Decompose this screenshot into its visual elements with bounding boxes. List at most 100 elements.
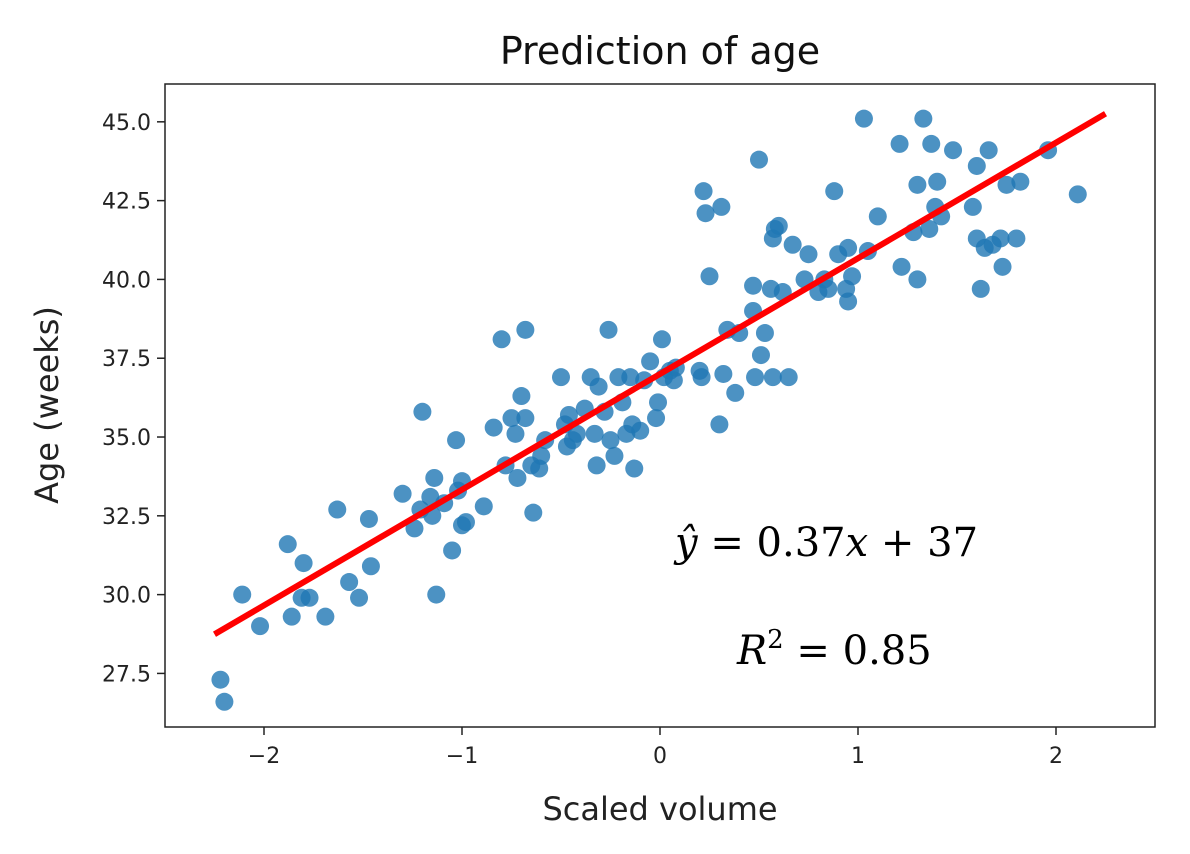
x-tick-label: 1 [851, 744, 865, 769]
y-axis-label: Age (weeks) [28, 306, 66, 504]
data-point [991, 229, 1010, 248]
data-point [361, 557, 380, 576]
data-point [492, 330, 511, 349]
data-point [649, 393, 668, 412]
data-point [908, 270, 927, 289]
x-tick-label: −1 [446, 744, 478, 769]
data-point [484, 418, 503, 437]
data-point [647, 409, 666, 428]
data-point [928, 172, 947, 191]
data-point [819, 279, 838, 298]
data-point [599, 320, 618, 339]
data-point [993, 257, 1012, 276]
data-point [839, 238, 858, 257]
data-point [516, 409, 535, 428]
data-point [524, 503, 543, 522]
data-point [714, 364, 733, 383]
data-point [278, 535, 297, 554]
data-point [233, 585, 252, 604]
data-point [908, 175, 927, 194]
data-point [799, 245, 818, 264]
data-point [621, 368, 640, 387]
equation-intercept: + 37 [868, 520, 978, 566]
y-axis-ticks: 27.5 30.0 32.5 35.0 37.5 40.0 42.5 45.0 [102, 111, 165, 687]
data-point [726, 383, 745, 402]
y-tick-label: 35.0 [102, 426, 151, 451]
data-point [300, 588, 319, 607]
data-point [413, 402, 432, 421]
data-point [601, 431, 620, 450]
data-point [506, 424, 525, 443]
data-point [769, 216, 788, 235]
x-tick-label: 2 [1049, 744, 1063, 769]
data-point [825, 182, 844, 201]
x-axis-ticks: −2 −1 0 1 2 [248, 727, 1063, 769]
data-point [750, 150, 768, 169]
y-tick-label: 27.5 [102, 662, 151, 687]
data-point [508, 468, 527, 487]
data-point [350, 588, 369, 607]
data-point [443, 541, 462, 560]
y-tick-label: 37.5 [102, 347, 151, 372]
data-point [589, 377, 608, 396]
data-point [251, 617, 270, 636]
data-point [1011, 172, 1030, 191]
data-point [559, 405, 578, 424]
data-point [890, 134, 909, 153]
data-point [922, 134, 941, 153]
y-tick-label: 30.0 [102, 584, 151, 609]
data-point [532, 446, 551, 465]
data-point [215, 692, 234, 711]
data-point [652, 330, 671, 349]
data-point [625, 459, 644, 478]
data-point [1068, 185, 1087, 204]
data-point [211, 670, 230, 689]
data-point [328, 500, 347, 519]
data-point [746, 368, 765, 387]
data-point [316, 607, 335, 626]
data-point [979, 141, 998, 160]
data-point [963, 197, 982, 216]
data-point [755, 324, 774, 343]
data-point [854, 109, 873, 128]
data-point [712, 197, 731, 216]
data-point [868, 207, 887, 226]
y-tick-label: 40.0 [102, 268, 151, 293]
data-point [696, 204, 715, 223]
data-point [456, 513, 475, 532]
data-point [839, 292, 858, 311]
data-point [751, 346, 770, 365]
x-axis-label: Scaled volume [542, 790, 777, 828]
equation-yhat: ŷ [673, 520, 699, 566]
data-point [944, 141, 963, 160]
r-squared-annotation: R2 = 0.85 [736, 625, 932, 674]
data-point [631, 421, 650, 440]
y-tick-label: 45.0 [102, 111, 151, 136]
x-tick-label: 0 [653, 744, 667, 769]
data-point [779, 368, 798, 387]
data-point [967, 156, 986, 175]
data-point [843, 267, 862, 286]
data-point [587, 456, 606, 475]
data-point [694, 182, 713, 201]
equation-slope: = 0.37 [698, 520, 846, 566]
data-point [427, 585, 446, 604]
r2-symbol: R [736, 628, 767, 674]
x-tick-label: −2 [248, 744, 280, 769]
data-point [892, 257, 911, 276]
data-point [516, 320, 535, 339]
data-point [512, 387, 531, 406]
regression-line [212, 111, 1108, 637]
data-point [700, 267, 719, 286]
data-point [425, 468, 444, 487]
data-point [552, 368, 570, 387]
regression-equation: ŷ = 0.37x + 37 [673, 520, 978, 566]
data-point [763, 368, 782, 387]
data-point [421, 487, 440, 506]
data-point [971, 279, 990, 298]
data-point [641, 352, 660, 371]
data-point [567, 424, 586, 443]
data-point [474, 497, 493, 516]
data-point [605, 446, 624, 465]
data-point [282, 607, 301, 626]
